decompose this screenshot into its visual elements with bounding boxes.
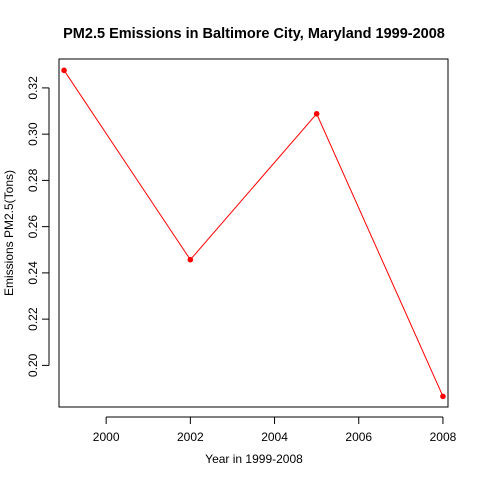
chart-title: PM2.5 Emissions in Baltimore City, Maryl…: [63, 26, 445, 42]
y-tick-label: 0.28: [26, 168, 40, 192]
data-point: [61, 67, 67, 74]
series-layer: [61, 67, 446, 400]
y-axis: 0.20 0.22 0.24 0.26 0.28 0.30 0.32: [26, 76, 50, 377]
series-line: [63, 70, 444, 397]
y-tick-label: 0.22: [26, 307, 40, 331]
x-tick-label: 2000: [93, 430, 120, 444]
y-tick-label: 0.30: [26, 122, 40, 146]
y-tick-label: 0.20: [26, 353, 40, 377]
x-axis: 2000 2002 2004 2006 2008: [93, 416, 457, 444]
plot-frame: [58, 58, 449, 408]
y-axis-label: Emissions PM2.5(Tons): [2, 170, 16, 296]
y-tick-label: 0.24: [26, 261, 40, 285]
y-tick-label: 0.32: [26, 76, 40, 100]
x-tick-label: 2004: [261, 430, 288, 444]
data-point: [187, 256, 194, 263]
x-axis-label: Year in 1999-2008: [205, 452, 303, 466]
data-point: [313, 111, 320, 117]
data-point: [440, 393, 446, 400]
x-tick-label: 2006: [345, 430, 372, 444]
x-tick-label: 2002: [177, 430, 204, 444]
x-tick-label: 2008: [430, 430, 457, 444]
y-tick-label: 0.26: [26, 215, 40, 239]
